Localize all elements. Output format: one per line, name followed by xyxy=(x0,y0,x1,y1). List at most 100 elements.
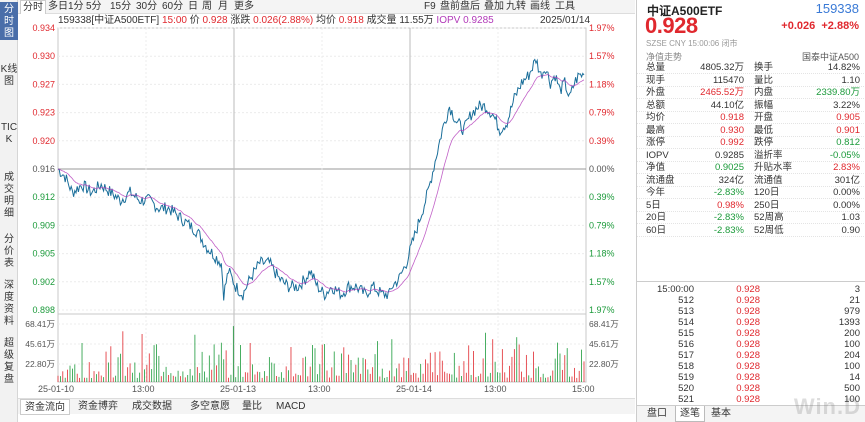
stat-value: 1.10 xyxy=(841,74,861,86)
stat-label: 总量 xyxy=(646,62,666,73)
trade-time: 518 xyxy=(678,361,694,372)
period-tab-3[interactable]: 5分 xyxy=(86,1,102,12)
avg-price-line xyxy=(57,74,585,293)
intraday-chart[interactable]: 0.934 1.97% 0.930 1.57% 0.927 1.18% 0.923 0.79%… xyxy=(18,14,635,396)
tool-button-2[interactable]: 叠加 xyxy=(484,1,504,12)
stat-value: 0.00% xyxy=(833,199,860,211)
stat-label: 跌停 xyxy=(754,137,774,148)
stat-label: 今年 xyxy=(646,187,666,198)
tool-button-5[interactable]: 工具 xyxy=(555,1,575,12)
sidebar-item-0[interactable]: 分时图 xyxy=(0,2,18,40)
y-tick-label: 0.923 xyxy=(32,108,55,118)
trade-volume: 14 xyxy=(849,372,860,383)
quote-market-status: SZSE CNY 15:00:06 闭市 xyxy=(646,39,738,48)
stat-label: 60日 xyxy=(646,224,667,236)
tool-button-0[interactable]: F9 xyxy=(424,1,436,12)
quote-row: IOPV 0.9285 溢折率 -0.05% xyxy=(637,150,865,162)
indicator-tab-4[interactable]: 量比 xyxy=(242,401,262,412)
stat-label: 开盘 xyxy=(754,112,774,123)
period-tab-1[interactable]: 多日 xyxy=(48,1,68,12)
info-vol-label: 成交量 xyxy=(366,15,397,26)
info-price: 0.928 xyxy=(202,15,228,26)
trade-volume: 21 xyxy=(849,295,860,306)
period-tab-2[interactable]: 1分 xyxy=(68,1,84,12)
volume-tick-label: 68.41万 xyxy=(25,319,55,329)
info-chg-label: 涨跌 xyxy=(230,15,251,26)
trade-price: 0.928 xyxy=(736,350,760,361)
quote-tab-2[interactable]: 基本 xyxy=(711,408,731,419)
indicator-tab-1[interactable]: 资金博弈 xyxy=(78,401,118,412)
sidebar-item-2[interactable]: TICK xyxy=(0,122,18,145)
stat-value: 0.00% xyxy=(833,187,860,198)
indicator-tab-5[interactable]: MACD xyxy=(276,401,306,412)
stat-label: 内盘 xyxy=(754,87,774,98)
trade-price: 0.928 xyxy=(736,339,760,350)
volume-right-tick-label: 22.80万 xyxy=(589,359,619,369)
period-tab-7[interactable]: 日 xyxy=(188,1,198,12)
tool-button-1[interactable]: 盘前盘后 xyxy=(440,1,480,12)
trade-row: 519 0.928 14 xyxy=(637,372,865,384)
stat-label: 52周低 xyxy=(754,224,784,236)
stat-value: 0.9285 xyxy=(714,149,744,161)
trade-time: 515 xyxy=(678,328,694,339)
stat-value: 0.812 xyxy=(836,137,860,148)
quote-row: 5日 0.98% 250日 0.00% xyxy=(637,200,865,212)
chart-svg[interactable]: 0.934 1.97% 0.930 1.57% 0.927 1.18% 0.923 0.79%… xyxy=(18,14,635,396)
quote-tabs: 盘口 逐笔 基本 xyxy=(637,405,865,422)
y-right-tick-label: 0.39% xyxy=(589,136,615,146)
trade-volume: 204 xyxy=(844,350,860,361)
quote-name: 中证A500ETF xyxy=(647,4,723,18)
stat-label: 250日 xyxy=(754,199,780,211)
x-tick-label: 25-01-10 xyxy=(38,384,74,394)
trade-row: 520 0.928 500 xyxy=(637,383,865,395)
quote-row: 总额 44.10亿 振幅 3.22% xyxy=(637,100,865,112)
y-tick-label: 0.912 xyxy=(32,192,55,202)
trade-row: 515 0.928 200 xyxy=(637,328,865,340)
stat-value: 2465.52万 xyxy=(700,87,744,98)
tool-button-4[interactable]: 画线 xyxy=(530,1,550,12)
indicator-tab-2[interactable]: 成交数据 xyxy=(132,401,172,412)
quote-tab-0[interactable]: 盘口 xyxy=(647,408,667,419)
indicator-tab-3[interactable]: 多空意愿 xyxy=(190,401,230,412)
sidebar-item-4[interactable]: 分价表 xyxy=(4,234,14,269)
trade-row: 521 0.928 100 xyxy=(637,394,865,406)
trade-time: 519 xyxy=(678,372,694,383)
sidebar-item-3[interactable]: 成交明细 xyxy=(4,172,14,219)
stat-label: 溢折率 xyxy=(754,149,783,161)
x-tick-label: 25-01-13 xyxy=(220,384,256,394)
stat-label: 升贴水率 xyxy=(754,162,793,173)
stat-value: 0.992 xyxy=(720,137,744,148)
y-right-tick-label: 1.18% xyxy=(589,79,615,89)
stat-value: 0.90 xyxy=(841,224,861,236)
quote-tab-1[interactable]: 逐笔 xyxy=(675,406,705,422)
tool-button-3[interactable]: 九转 xyxy=(506,1,526,12)
period-tab-4[interactable]: 15分 xyxy=(110,1,132,12)
sidebar-item-6[interactable]: 超级复盘 xyxy=(4,338,14,385)
x-tick-label: 15:00 xyxy=(572,384,595,394)
stat-label: 20日 xyxy=(646,212,667,223)
period-tab-9[interactable]: 月 xyxy=(218,1,228,12)
stat-label: 流通盘 xyxy=(646,174,675,186)
period-tab-8[interactable]: 周 xyxy=(202,1,212,12)
x-tick-label: 13:00 xyxy=(132,384,155,394)
trade-price: 0.928 xyxy=(736,372,760,383)
x-tick-label: 13:00 xyxy=(308,384,331,394)
sidebar-item-1[interactable]: K线图 xyxy=(0,64,18,87)
y-tick-label: 0.927 xyxy=(32,79,55,89)
trade-time: 520 xyxy=(678,383,694,394)
quote-row: 总量 4805.32万 换手 14.82% xyxy=(637,62,865,74)
nav-trend-link[interactable]: 净值走势 xyxy=(646,52,683,62)
quote-row: 外盘 2465.52万 内盘 2339.80万 xyxy=(637,87,865,99)
sidebar-item-5[interactable]: 深度资料 xyxy=(4,280,14,327)
stat-label: 52周高 xyxy=(754,212,784,223)
divider xyxy=(637,281,865,282)
period-tab-10[interactable]: 更多 xyxy=(234,1,254,12)
period-tab-5[interactable]: 30分 xyxy=(136,1,158,12)
y-tick-label: 0.905 xyxy=(32,249,55,259)
quote-change-abs: +0.026 xyxy=(781,20,816,32)
y-tick-label: 0.930 xyxy=(32,51,55,61)
period-tab-0[interactable]: 分时 xyxy=(20,0,46,14)
indicator-tab-0[interactable]: 资金流向 xyxy=(20,399,70,415)
period-tab-6[interactable]: 60分 xyxy=(162,1,184,12)
quote-change-pct: +2.88% xyxy=(821,20,859,32)
